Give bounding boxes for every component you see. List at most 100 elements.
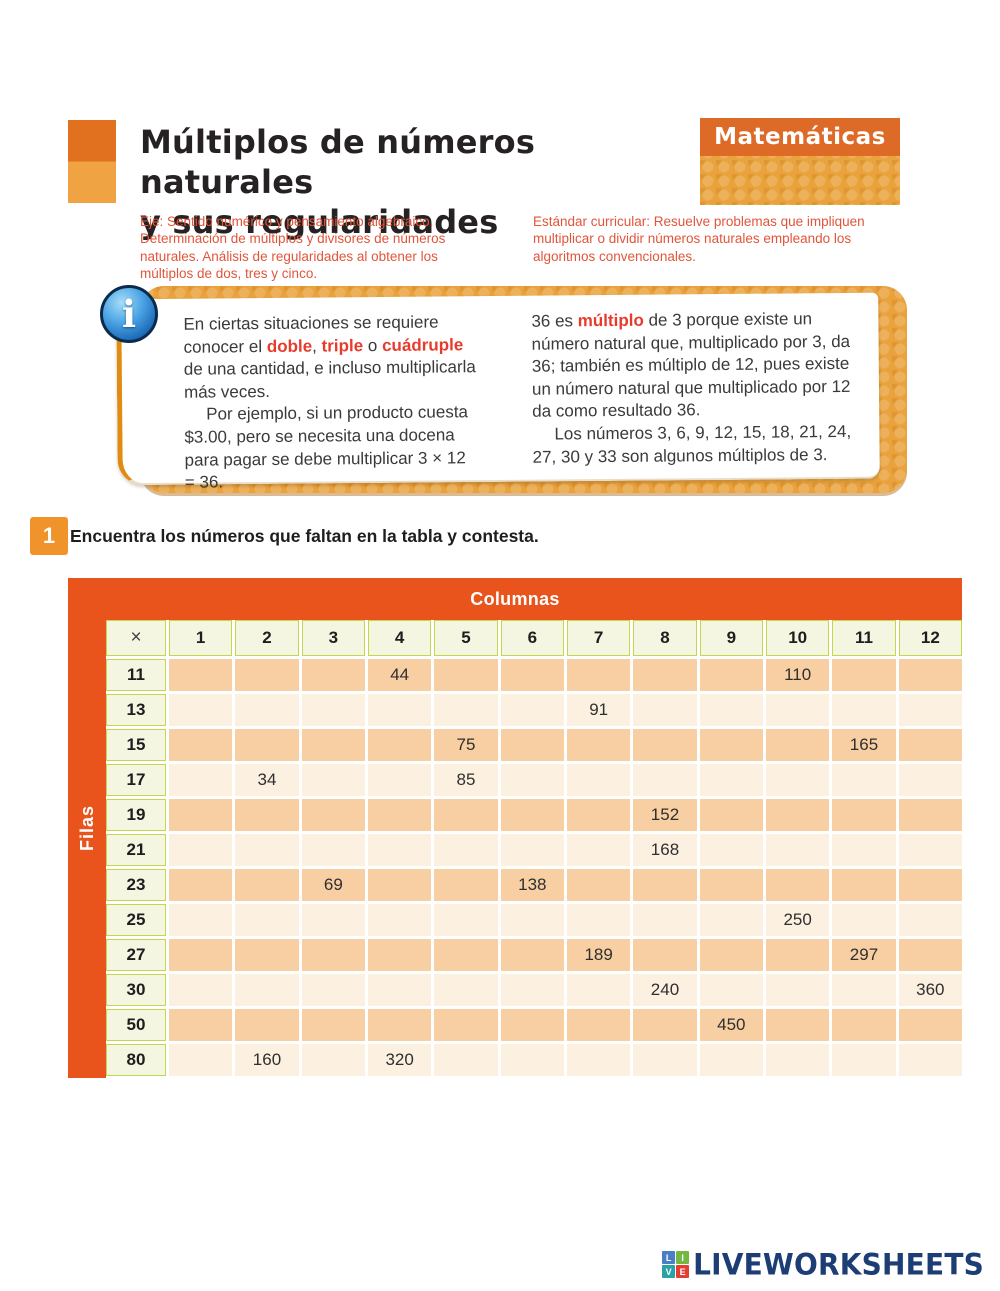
answer-cell-23x9[interactable]	[699, 869, 763, 901]
answer-cell-19x1[interactable]	[169, 799, 233, 831]
answer-cell-19x10[interactable]	[765, 799, 830, 831]
answer-cell-19x11[interactable]	[832, 799, 896, 831]
answer-cell-19x5[interactable]	[434, 799, 498, 831]
answer-cell-21x5[interactable]	[434, 834, 498, 866]
answer-cell-19x4[interactable]	[367, 799, 432, 831]
answer-cell-30x10[interactable]	[765, 974, 830, 1006]
answer-cell-30x3[interactable]	[301, 974, 365, 1006]
answer-cell-27x1[interactable]	[169, 939, 233, 971]
answer-cell-19x7[interactable]	[566, 799, 631, 831]
answer-cell-11x7[interactable]	[566, 659, 631, 691]
answer-cell-27x5[interactable]	[434, 939, 498, 971]
answer-cell-50x6[interactable]	[500, 1009, 564, 1041]
answer-cell-11x12[interactable]	[898, 659, 962, 691]
answer-cell-15x9[interactable]	[699, 729, 763, 761]
answer-cell-50x3[interactable]	[301, 1009, 365, 1041]
answer-cell-27x10[interactable]	[765, 939, 830, 971]
answer-cell-50x1[interactable]	[169, 1009, 233, 1041]
answer-cell-27x8[interactable]	[633, 939, 697, 971]
answer-cell-17x10[interactable]	[765, 764, 830, 796]
answer-cell-15x3[interactable]	[301, 729, 365, 761]
answer-cell-80x3[interactable]	[301, 1044, 365, 1076]
answer-cell-11x9[interactable]	[699, 659, 763, 691]
answer-cell-25x11[interactable]	[832, 904, 896, 936]
answer-cell-25x8[interactable]	[633, 904, 697, 936]
answer-cell-50x7[interactable]	[566, 1009, 631, 1041]
answer-cell-15x6[interactable]	[500, 729, 564, 761]
answer-cell-13x5[interactable]	[434, 694, 498, 726]
answer-cell-30x5[interactable]	[434, 974, 498, 1006]
answer-cell-21x9[interactable]	[699, 834, 763, 866]
answer-cell-11x5[interactable]	[434, 659, 498, 691]
answer-cell-80x8[interactable]	[633, 1044, 697, 1076]
answer-cell-17x3[interactable]	[301, 764, 365, 796]
answer-cell-27x12[interactable]	[898, 939, 962, 971]
answer-cell-15x4[interactable]	[367, 729, 432, 761]
answer-cell-50x10[interactable]	[765, 1009, 830, 1041]
answer-cell-17x4[interactable]	[367, 764, 432, 796]
answer-cell-80x5[interactable]	[434, 1044, 498, 1076]
answer-cell-27x3[interactable]	[301, 939, 365, 971]
answer-cell-50x8[interactable]	[633, 1009, 697, 1041]
answer-cell-13x1[interactable]	[169, 694, 233, 726]
answer-cell-13x11[interactable]	[832, 694, 896, 726]
answer-cell-23x7[interactable]	[566, 869, 631, 901]
answer-cell-19x3[interactable]	[301, 799, 365, 831]
answer-cell-80x1[interactable]	[169, 1044, 233, 1076]
answer-cell-11x6[interactable]	[500, 659, 564, 691]
answer-cell-23x2[interactable]	[235, 869, 299, 901]
answer-cell-17x9[interactable]	[699, 764, 763, 796]
answer-cell-13x8[interactable]	[633, 694, 697, 726]
answer-cell-50x2[interactable]	[235, 1009, 299, 1041]
answer-cell-50x5[interactable]	[434, 1009, 498, 1041]
answer-cell-13x6[interactable]	[500, 694, 564, 726]
answer-cell-15x7[interactable]	[566, 729, 631, 761]
answer-cell-13x9[interactable]	[699, 694, 763, 726]
answer-cell-27x9[interactable]	[699, 939, 763, 971]
answer-cell-25x9[interactable]	[699, 904, 763, 936]
answer-cell-13x2[interactable]	[235, 694, 299, 726]
answer-cell-30x4[interactable]	[367, 974, 432, 1006]
answer-cell-30x7[interactable]	[566, 974, 631, 1006]
answer-cell-13x10[interactable]	[765, 694, 830, 726]
answer-cell-13x12[interactable]	[898, 694, 962, 726]
answer-cell-21x10[interactable]	[765, 834, 830, 866]
answer-cell-17x7[interactable]	[566, 764, 631, 796]
answer-cell-15x10[interactable]	[765, 729, 830, 761]
answer-cell-15x12[interactable]	[898, 729, 962, 761]
answer-cell-80x9[interactable]	[699, 1044, 763, 1076]
answer-cell-30x1[interactable]	[169, 974, 233, 1006]
answer-cell-11x8[interactable]	[633, 659, 697, 691]
answer-cell-25x2[interactable]	[235, 904, 299, 936]
answer-cell-17x6[interactable]	[500, 764, 564, 796]
answer-cell-13x3[interactable]	[301, 694, 365, 726]
answer-cell-17x11[interactable]	[832, 764, 896, 796]
answer-cell-11x3[interactable]	[301, 659, 365, 691]
answer-cell-11x11[interactable]	[832, 659, 896, 691]
answer-cell-15x8[interactable]	[633, 729, 697, 761]
answer-cell-23x5[interactable]	[434, 869, 498, 901]
answer-cell-25x1[interactable]	[169, 904, 233, 936]
answer-cell-15x2[interactable]	[235, 729, 299, 761]
answer-cell-27x4[interactable]	[367, 939, 432, 971]
answer-cell-30x11[interactable]	[832, 974, 896, 1006]
answer-cell-23x4[interactable]	[367, 869, 432, 901]
answer-cell-30x9[interactable]	[699, 974, 763, 1006]
answer-cell-25x7[interactable]	[566, 904, 631, 936]
answer-cell-11x2[interactable]	[235, 659, 299, 691]
answer-cell-17x12[interactable]	[898, 764, 962, 796]
answer-cell-21x7[interactable]	[566, 834, 631, 866]
answer-cell-19x6[interactable]	[500, 799, 564, 831]
answer-cell-19x12[interactable]	[898, 799, 962, 831]
answer-cell-80x6[interactable]	[500, 1044, 564, 1076]
answer-cell-25x4[interactable]	[367, 904, 432, 936]
answer-cell-80x7[interactable]	[566, 1044, 631, 1076]
answer-cell-25x12[interactable]	[898, 904, 962, 936]
answer-cell-25x6[interactable]	[500, 904, 564, 936]
answer-cell-50x11[interactable]	[832, 1009, 896, 1041]
answer-cell-21x1[interactable]	[169, 834, 233, 866]
answer-cell-23x11[interactable]	[832, 869, 896, 901]
answer-cell-15x1[interactable]	[169, 729, 233, 761]
answer-cell-23x10[interactable]	[765, 869, 830, 901]
